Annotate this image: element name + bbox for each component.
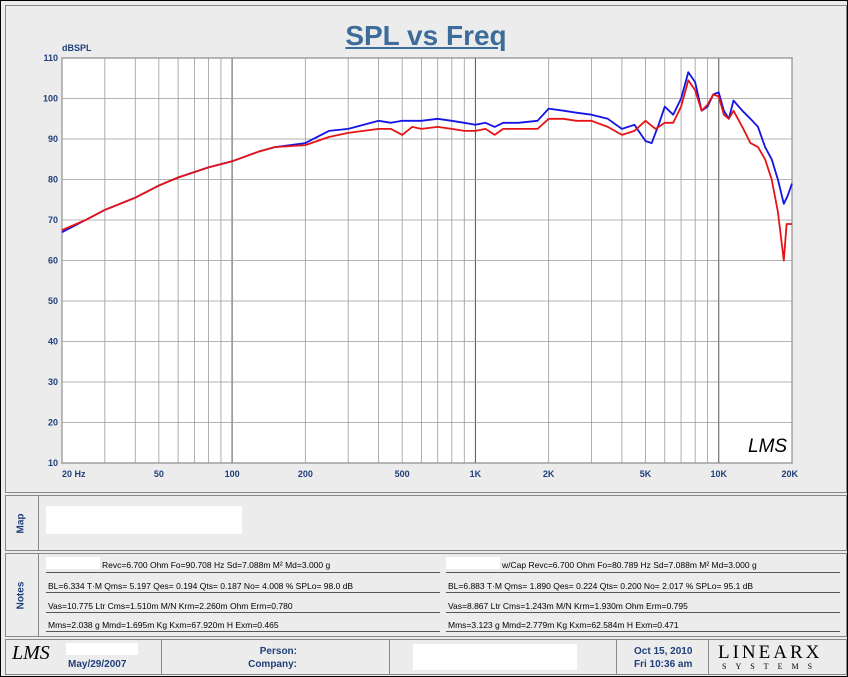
company-label: Company: [248, 659, 297, 670]
x-tick-label: 5K [640, 469, 652, 479]
notes-left-line-1: Revc=6.700 Ohm Fo=90.708 Hz Sd=7.088m M²… [102, 560, 331, 570]
x-tick-labels: 20 Hz 50 100 200 500 1K 2K 5K 10K 20K [62, 469, 798, 479]
y-tick-label: 50 [48, 296, 58, 306]
chart-title: SPL vs Freq [345, 20, 507, 51]
map-text-box[interactable] [46, 506, 242, 534]
x-tick-label: 200 [298, 469, 313, 479]
notes-rule-4-right [446, 631, 840, 632]
notes-rule-1-left [46, 572, 440, 573]
notes-label: Notes [15, 581, 27, 609]
notes-right-line-1: w/Cap Revc=6.700 Ohm Fo=80.789 Hz Sd=7.0… [502, 560, 757, 570]
footer-cell-timestamp: Oct 15, 2010 Fri 10:36 am [616, 640, 709, 674]
linearx-logo: LINEARX SYSTEMS [712, 640, 844, 674]
y-tick-labels: 10 20 30 40 50 60 70 80 90 100 110 [43, 53, 58, 468]
linearx-brand: LINEARX [718, 642, 823, 663]
lms-watermark: LMS [748, 436, 787, 457]
footer-timestamp-time: Fri 10:36 am [634, 659, 693, 670]
y-tick-label: 70 [48, 215, 58, 225]
notes-left-name-box[interactable] [46, 557, 100, 569]
footer-bar: LMS May/29/2007 Person: Company: Oct 15,… [5, 639, 847, 675]
notes-right-line-3: Vas=8.867 Ltr Cms=1.243m M/N Krm=1.930m … [448, 601, 688, 611]
x-tick-label: 10K [710, 469, 727, 479]
notes-right-line-2: BL=6.883 T·M Qms= 1.890 Qes= 0.224 Qts= … [448, 581, 754, 591]
footer-cell-person: Person: Company: [161, 640, 390, 674]
notes-divider [38, 554, 39, 636]
y-tick-label: 110 [43, 53, 58, 63]
x-tick-label: 1K [470, 469, 482, 479]
footer-timestamp-date: Oct 15, 2010 [634, 646, 693, 657]
y-tick-label: 20 [48, 418, 58, 428]
y-tick-label: 40 [48, 337, 58, 347]
x-tick-label: 20K [781, 469, 798, 479]
x-tick-label: 100 [225, 469, 240, 479]
y-tick-label: 60 [48, 256, 58, 266]
notes-left-line-3: Vas=10.775 Ltr Cms=1.510m M/N Krm=2.260m… [48, 601, 293, 611]
notes-rule-4-left [46, 631, 440, 632]
x-tick-label: 50 [154, 469, 164, 479]
spl-chart: 10 20 30 40 50 60 70 80 90 100 110 20 Hz 50 100 200 50… [43, 43, 799, 479]
notes-side-label: Notes [6, 554, 36, 636]
notes-rule-2-left [46, 592, 440, 593]
notes-right-name-box[interactable] [446, 557, 500, 569]
notes-left-line-2: BL=6.334 T·M Qms= 5.197 Qes= 0.194 Qts= … [48, 581, 354, 591]
notes-rule-2-right [446, 592, 840, 593]
map-divider [38, 496, 39, 550]
y-tick-label: 100 [43, 94, 58, 104]
notes-panel: Notes Revc=6.700 Ohm Fo=90.708 Hz Sd=7.0… [5, 553, 847, 637]
y-tick-label: 30 [48, 377, 58, 387]
notes-rule-3-left [46, 612, 440, 613]
y-tick-label: 10 [48, 458, 58, 468]
chart-panel: SPL vs Freq 10 20 30 40 50 60 70 80 90 100 110 20 … [5, 5, 847, 493]
x-tick-label: 500 [395, 469, 410, 479]
lms-logo: LMS [12, 642, 50, 664]
footer-cell-comment [389, 640, 617, 674]
footer-date: May/29/2007 [68, 659, 127, 670]
footer-name-box[interactable] [66, 643, 138, 655]
x-tick-label: 2K [543, 469, 555, 479]
y-tick-label: 80 [48, 175, 58, 185]
notes-rule-1-right [446, 572, 840, 573]
notes-left-line-4: Mms=2.038 g Mmd=1.695m Kg Kxm=67.920m H … [48, 620, 279, 630]
y-tick-label: 90 [48, 134, 58, 144]
map-label: Map [15, 513, 27, 533]
person-label: Person: [259, 646, 297, 657]
map-side-label: Map [6, 496, 36, 550]
y-axis-label: dBSPL [62, 43, 92, 53]
footer-cell-logo: LMS May/29/2007 [6, 640, 162, 674]
notes-rule-3-right [446, 612, 840, 613]
series-line-2 [61, 79, 792, 262]
series-layer [61, 71, 793, 262]
linearx-sub: SYSTEMS [722, 662, 822, 671]
map-panel: Map [5, 495, 847, 551]
notes-right-line-4: Mms=3.123 g Mmd=2.779m Kg Kxm=62.584m H … [448, 620, 679, 630]
x-tick-label: 20 Hz [62, 469, 86, 479]
footer-comment-box[interactable] [413, 644, 577, 670]
